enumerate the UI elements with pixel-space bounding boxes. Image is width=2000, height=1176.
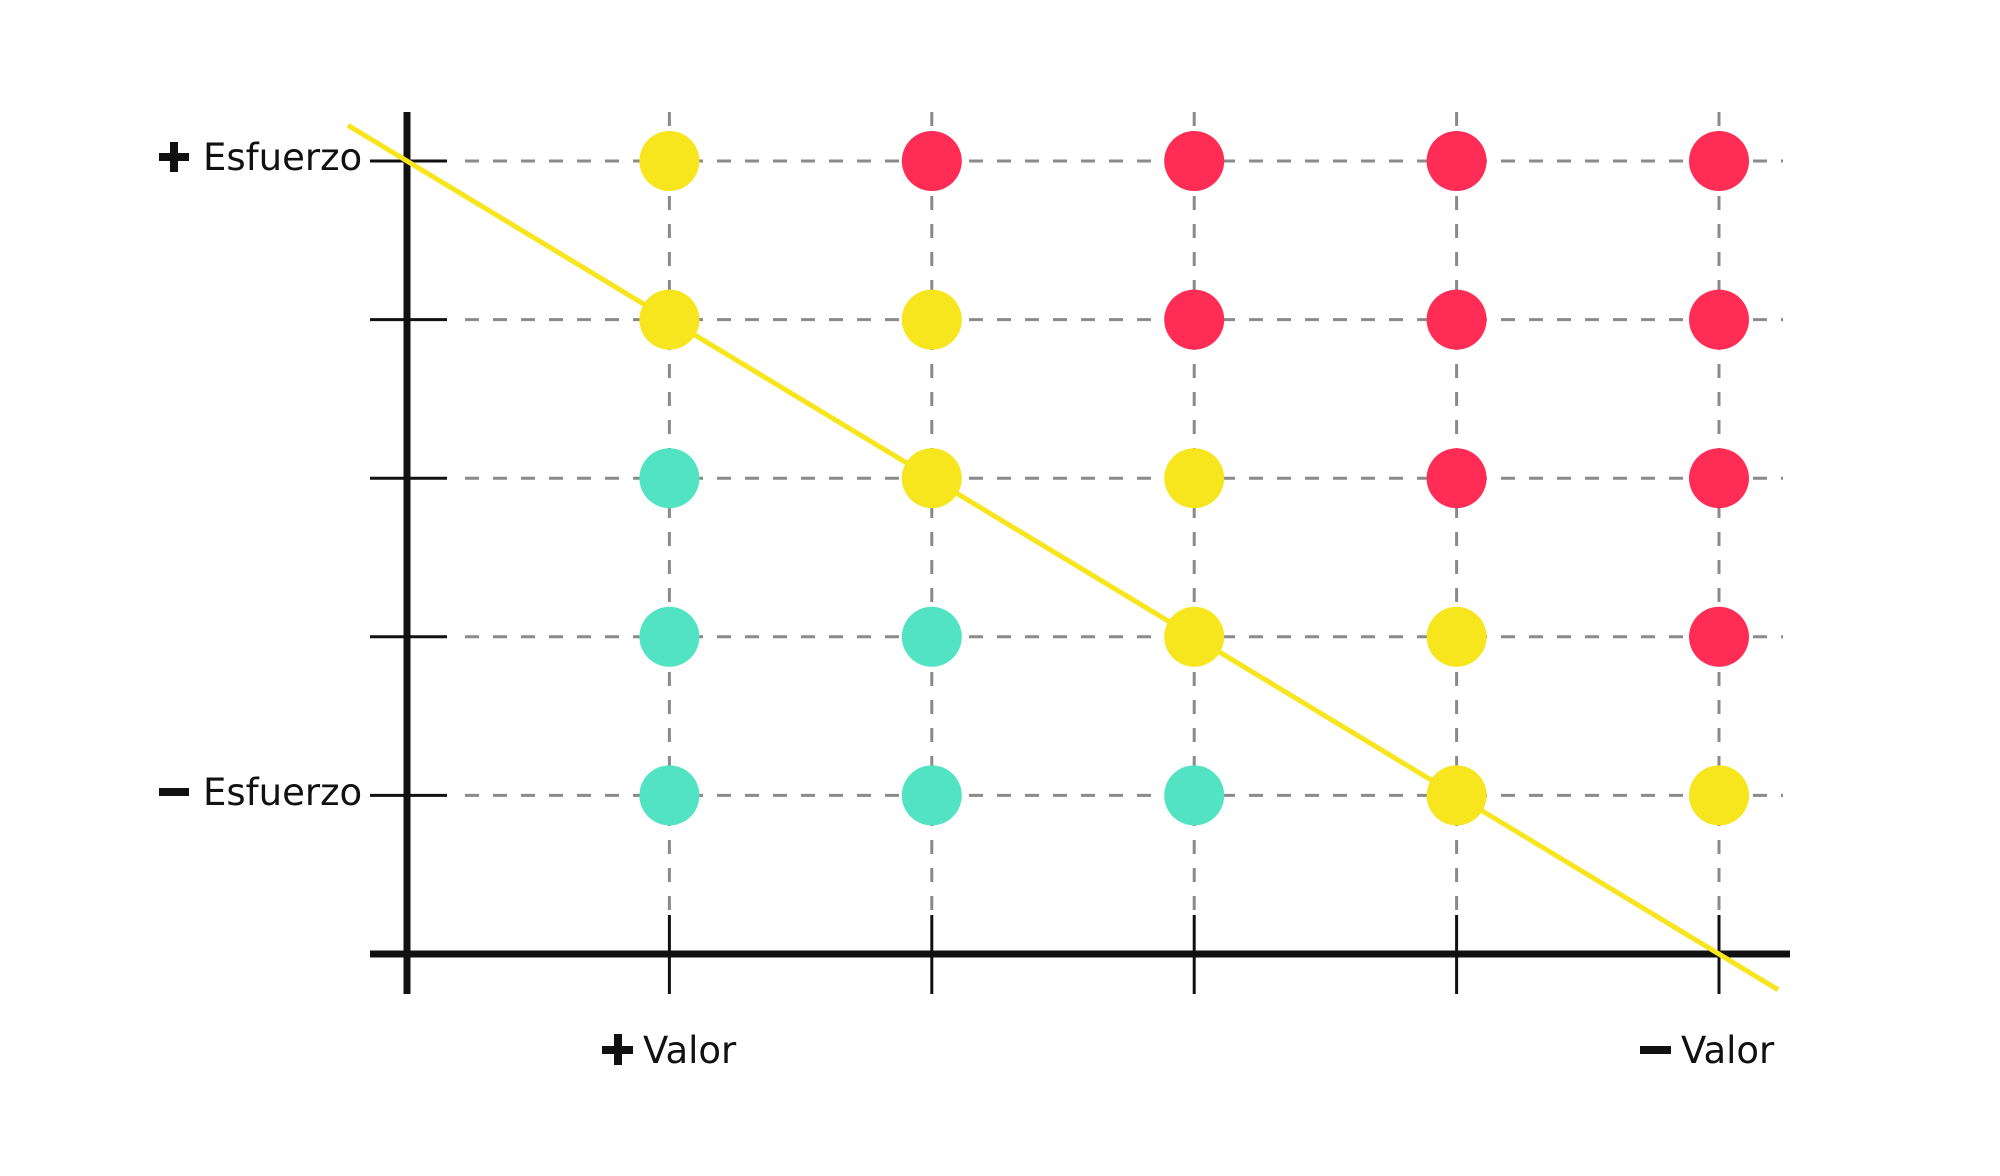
axes xyxy=(370,112,1790,994)
data-point-red xyxy=(1689,131,1749,191)
data-point-red xyxy=(1689,448,1749,509)
data-point-yellow xyxy=(901,289,962,350)
x-label-plus-text: Valor xyxy=(643,1029,737,1072)
diagonal-line xyxy=(346,123,1780,992)
data-point-red xyxy=(1426,289,1487,350)
data-point-teal xyxy=(1164,765,1225,826)
minus-icon xyxy=(159,788,189,796)
axis-ticks xyxy=(370,159,1721,994)
data-point-yellow xyxy=(639,289,700,350)
data-point-teal xyxy=(639,448,700,509)
data-point-yellow xyxy=(1164,606,1225,667)
data-point-red xyxy=(1689,606,1749,667)
data-point-yellow xyxy=(1426,765,1487,826)
data-point-teal xyxy=(901,606,962,667)
data-points xyxy=(639,131,1749,826)
y-label-minus: Esfuerzo xyxy=(159,771,362,814)
x-label-plus: Valor xyxy=(602,1029,737,1072)
grid-lines xyxy=(465,112,1783,910)
data-point-yellow xyxy=(901,448,962,509)
plus-icon-v xyxy=(614,1034,622,1065)
data-point-yellow xyxy=(1426,606,1487,667)
data-point-teal xyxy=(639,765,700,826)
data-point-yellow xyxy=(1164,448,1225,509)
data-point-teal xyxy=(639,606,700,667)
diagonal-trend xyxy=(346,123,1780,992)
x-label-minus: Valor xyxy=(1640,1029,1775,1072)
data-point-teal xyxy=(901,765,962,826)
data-point-red xyxy=(901,131,962,191)
y-label-plus: Esfuerzo xyxy=(159,136,362,179)
data-point-red xyxy=(1689,289,1749,350)
data-point-red xyxy=(1164,289,1225,350)
data-point-yellow xyxy=(639,131,700,191)
data-point-yellow xyxy=(1689,765,1749,826)
y-label-plus-text: Esfuerzo xyxy=(203,136,362,179)
data-point-red xyxy=(1426,131,1487,191)
plus-icon-v xyxy=(170,142,178,172)
y-label-minus-text: Esfuerzo xyxy=(203,771,362,814)
data-point-red xyxy=(1426,448,1487,509)
x-label-minus-text: Valor xyxy=(1681,1029,1775,1072)
minus-icon xyxy=(1640,1046,1671,1054)
data-point-red xyxy=(1164,131,1225,191)
